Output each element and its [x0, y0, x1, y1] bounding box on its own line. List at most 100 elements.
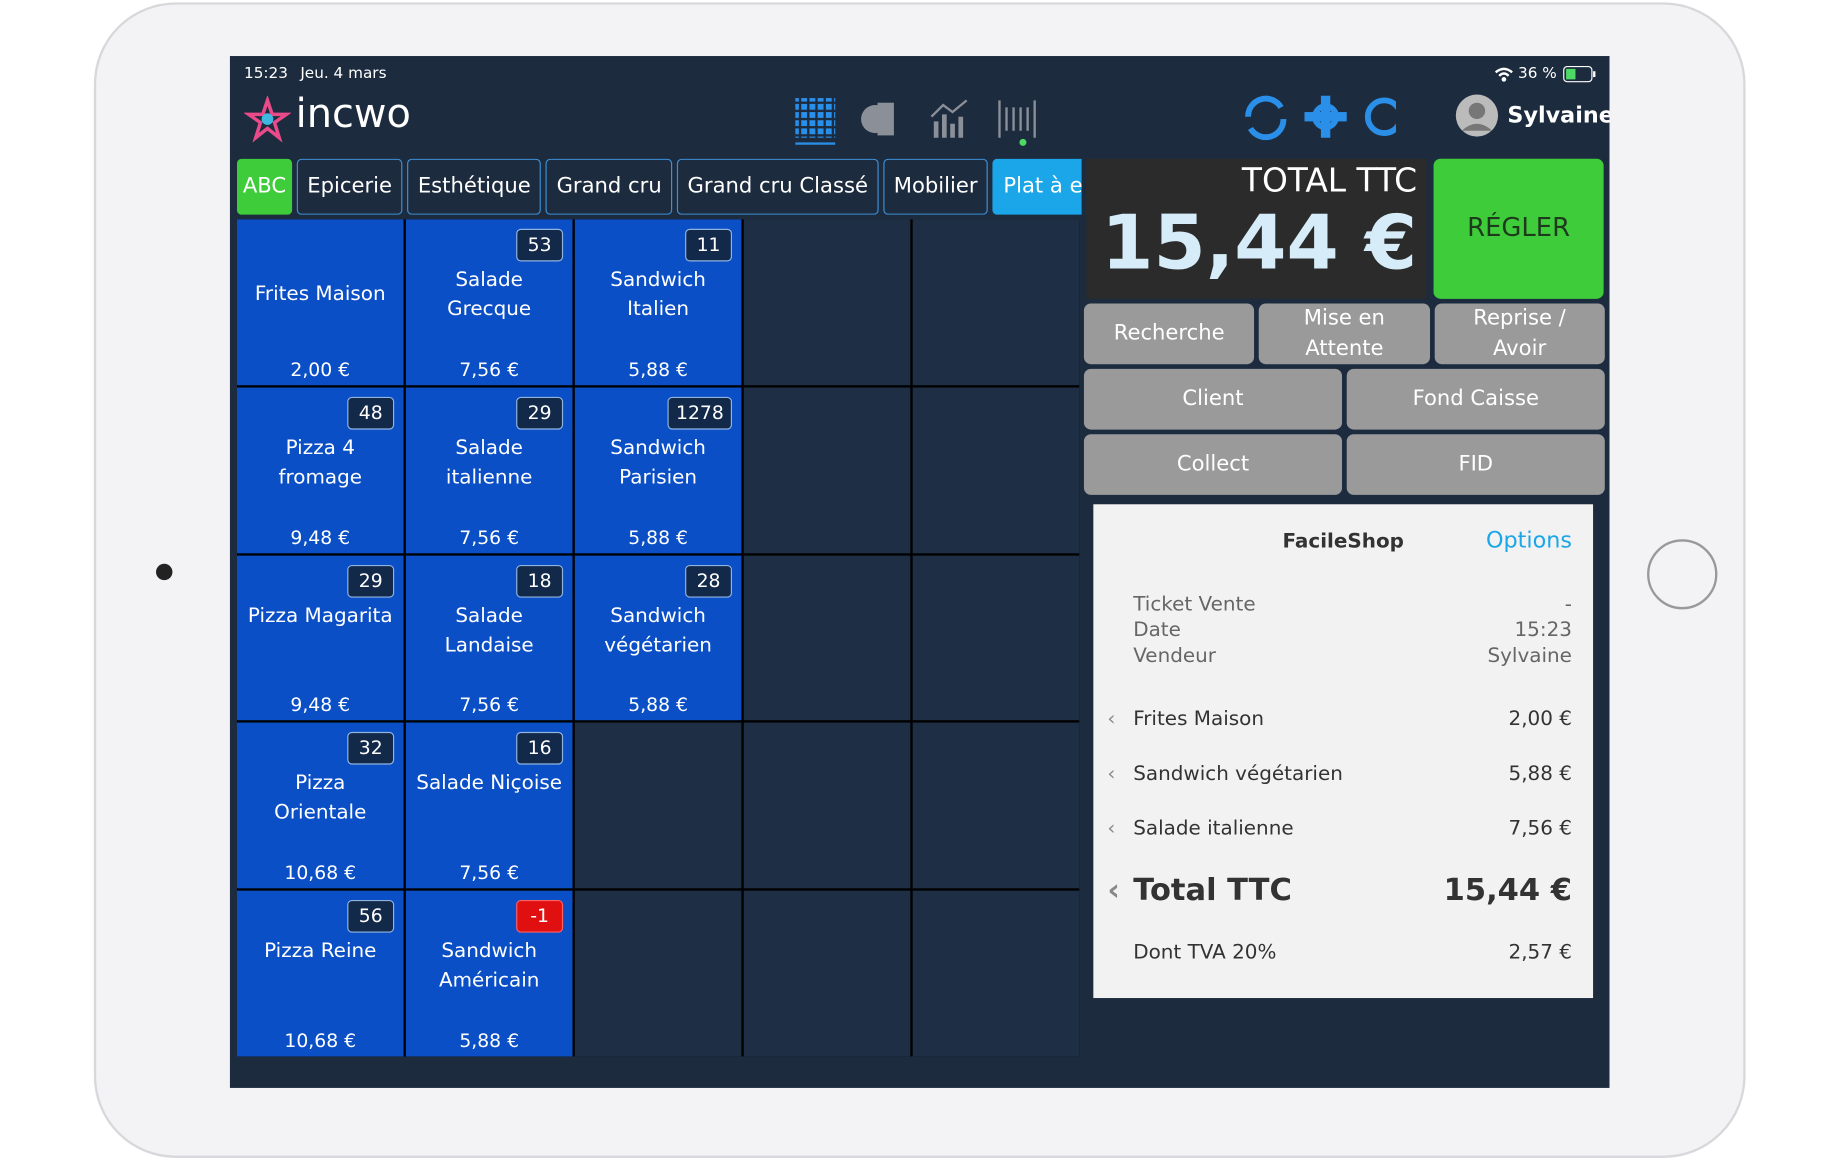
product-price: 2,00 € [290, 358, 351, 381]
product-tile[interactable]: 18 Salade Landaise 7,56 € [405, 555, 573, 721]
product-price: 9,48 € [290, 525, 351, 549]
empty-cell [574, 723, 742, 889]
product-price: 7,56 € [459, 693, 520, 717]
product-name: Sandwich Américain [438, 939, 540, 993]
action-button[interactable]: Fond Caisse [1346, 368, 1605, 430]
action-button[interactable]: Reprise / Avoir [1434, 303, 1605, 365]
product-tile[interactable]: Frites Maison 2,00 € [236, 219, 404, 385]
product-name: Salade italienne [445, 436, 533, 489]
product-price: 7,56 € [459, 861, 520, 884]
product-price: 10,68 € [284, 861, 357, 884]
product-grid: Frites Maison 2,00 € 53 Salade Grecque 7,56 … [236, 219, 1080, 1057]
stock-badge: 56 [347, 900, 395, 933]
product-tile[interactable]: 29 Pizza Magarita 9,48 € [236, 555, 404, 721]
user-name[interactable]: Sylvaine [1507, 102, 1610, 129]
line-item-value: 7,56 € [1508, 817, 1572, 841]
line-item[interactable]: ‹ Frites Maison 2,00 € [1107, 707, 1572, 730]
action-button[interactable]: FID [1346, 434, 1605, 495]
action-button[interactable]: Collect [1083, 434, 1343, 495]
info-row-label: Ticket Vente [1133, 592, 1256, 617]
battery-level: 36 % [1517, 65, 1557, 83]
product-tile[interactable]: 28 Sandwich végétarien 5,88 € [574, 555, 742, 721]
stock-badge: 29 [516, 396, 564, 430]
pay-button[interactable]: RÉGLER [1433, 158, 1604, 299]
screen: 15:23 Jeu. 4 mars 36 % incwo Sylvaine AB… [229, 56, 1610, 1088]
category-tab[interactable]: Plat à emporter [992, 158, 1082, 215]
category-tab[interactable]: ABC [236, 158, 293, 215]
category-tab[interactable]: Epicerie [296, 158, 403, 215]
category-tab[interactable]: Mobilier [883, 158, 989, 215]
product-name: Pizza Orientale [274, 772, 367, 825]
status-time: 15:23 [244, 65, 288, 83]
stock-badge: 32 [347, 732, 395, 766]
product-tile[interactable]: 48 Pizza 4 fromage 9,48 € [236, 387, 404, 553]
product-tile[interactable]: 11 Sandwich Italien 5,88 € [574, 219, 742, 385]
empty-cell [912, 219, 1080, 385]
tool-icons[interactable] [1243, 93, 1396, 142]
total-amount: 15,44 € [1101, 200, 1418, 288]
empty-cell [912, 555, 1080, 721]
battery-icon [1563, 65, 1596, 83]
product-tile[interactable]: 32 Pizza Orientale 10,68 € [236, 723, 404, 889]
logo-text: incwo [295, 91, 411, 138]
product-price: 7,56 € [459, 525, 520, 549]
empty-cell [743, 387, 911, 553]
category-tabs: ABC Epicerie Esthétique Grand cru Grand cru … [236, 158, 1082, 215]
total-box: TOTAL TTC 15,44 € [1086, 158, 1427, 299]
stock-badge: 28 [685, 564, 733, 598]
home-button[interactable] [1647, 539, 1718, 610]
user-avatar[interactable] [1455, 93, 1500, 137]
stock-badge: 16 [516, 732, 564, 766]
product-price: 9,48 € [290, 693, 351, 717]
logo-icon [244, 95, 291, 143]
product-name: Salade Grecque [447, 268, 532, 322]
status-date: Jeu. 4 mars [300, 65, 387, 83]
empty-cell [743, 219, 911, 385]
product-price: 5,88 € [628, 358, 688, 381]
product-tile[interactable]: 53 Salade Grecque 7,56 € [405, 219, 573, 385]
line-item[interactable]: ‹ Salade italienne 7,56 € [1107, 817, 1572, 841]
product-tile[interactable]: 16 Salade Niçoise 7,56 € [405, 723, 573, 889]
action-buttons: Recherche Mise en Attente Reprise / Avoir C… [1083, 303, 1605, 497]
info-row-label: Vendeur [1133, 644, 1216, 668]
stock-badge: 29 [347, 564, 395, 598]
product-tile[interactable]: 29 Salade italienne 7,56 € [405, 387, 573, 553]
product-tile[interactable]: 1278 Sandwich Parisien 5,88 € [574, 387, 742, 553]
chevron: ‹ [1107, 762, 1116, 786]
stock-badge: 53 [516, 228, 564, 262]
category-tab[interactable]: Grand cru [546, 158, 673, 215]
empty-cell [912, 387, 1080, 553]
product-name: Salade Landaise [444, 604, 534, 657]
product-name: Sandwich Italien [610, 268, 706, 322]
stock-badge: 18 [516, 564, 564, 598]
camera [156, 563, 173, 581]
receipt-total[interactable]: ‹ Total TTC 15,44 € [1107, 873, 1572, 908]
tax-row-label: Dont TVA 20% [1133, 940, 1277, 965]
product-name: Sandwich Parisien [610, 436, 706, 489]
product-price: 5,88 € [628, 525, 688, 549]
info-row-value: 15:23 [1514, 618, 1572, 643]
line-item[interactable]: ‹ Sandwich végétarien 5,88 € [1107, 762, 1572, 785]
info-row: Vendeur Sylvaine [1133, 644, 1572, 667]
product-name: Salade Niçoise [416, 772, 563, 796]
product-price: 5,88 € [628, 693, 688, 717]
action-button[interactable]: Client [1083, 368, 1343, 430]
product-price: 5,88 € [459, 1029, 520, 1052]
info-row-value: Sylvaine [1487, 644, 1572, 668]
product-tile[interactable]: -1 Sandwich Américain 5,88 € [405, 890, 573, 1057]
action-button[interactable]: Recherche [1083, 303, 1255, 365]
product-name: Frites Maison [254, 282, 386, 306]
empty-cell [743, 890, 911, 1057]
product-name: Pizza Magarita [247, 604, 393, 628]
info-row-value: - [1564, 592, 1572, 617]
options-link[interactable]: Options [1485, 527, 1572, 554]
info-row: Ticket Vente - [1133, 593, 1572, 616]
empty-cell [743, 723, 911, 889]
wifi-icon [1494, 67, 1513, 82]
category-tab[interactable]: Grand cru Classé [676, 158, 879, 215]
action-button[interactable]: Mise en Attente [1259, 303, 1430, 365]
category-tab[interactable]: Esthétique [407, 158, 542, 215]
nav-icons[interactable] [793, 96, 1051, 147]
product-tile[interactable]: 56 Pizza Reine 10,68 € [236, 890, 404, 1057]
